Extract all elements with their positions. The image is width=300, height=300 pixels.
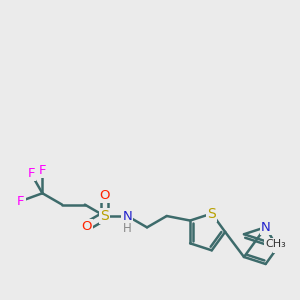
- Text: N: N: [261, 221, 271, 234]
- Text: S: S: [207, 206, 216, 220]
- Text: H: H: [123, 222, 132, 235]
- Text: O: O: [82, 220, 92, 233]
- Text: CH₃: CH₃: [265, 239, 286, 249]
- Text: N: N: [274, 239, 284, 252]
- Text: N: N: [122, 209, 132, 223]
- Text: O: O: [99, 189, 110, 202]
- Text: F: F: [27, 167, 35, 180]
- Text: S: S: [100, 209, 109, 223]
- Text: F: F: [39, 164, 46, 177]
- Text: F: F: [17, 194, 25, 208]
